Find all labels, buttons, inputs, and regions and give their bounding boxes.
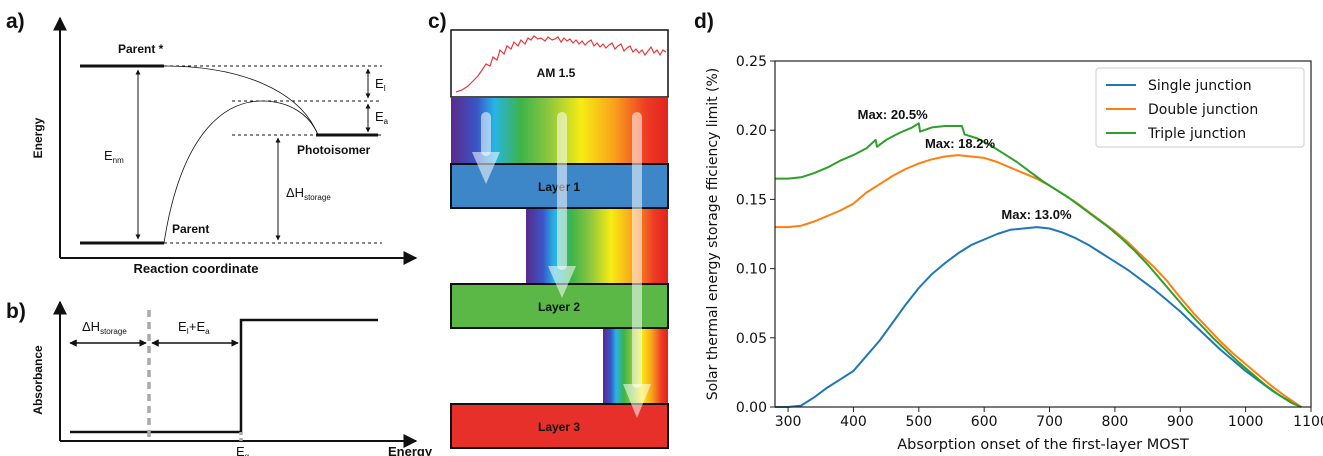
panel-a-letter: a) — [6, 10, 25, 33]
x-tick-label: 500 — [905, 414, 932, 430]
parent-label: Parent — [172, 222, 209, 236]
dh-storage-label: ΔHstorage — [286, 185, 331, 202]
legend-label-1: Single junction — [1148, 78, 1252, 94]
y-tick-label: 0.10 — [736, 262, 767, 278]
am15-spectrum-box — [450, 29, 669, 98]
x-tick-label: 1000 — [1228, 414, 1264, 430]
light-arrows — [472, 112, 651, 418]
am15-label: AM 1.5 — [537, 66, 576, 80]
series-line-3 — [775, 122, 1302, 408]
legend-label-2: Double junction — [1148, 102, 1258, 118]
absorbance-step — [70, 318, 378, 434]
x-tick-label: 700 — [1036, 414, 1063, 430]
series-line-2 — [775, 154, 1302, 408]
panel-d-letter: d) — [694, 10, 714, 33]
max-annotation: Max: 13.0% — [1001, 207, 1072, 222]
y-tick-label: 0.00 — [736, 400, 767, 416]
e-i-label: EI — [375, 76, 386, 93]
panel-b-x-label: Energy — [388, 444, 433, 456]
layer-2-label: Layer 2 — [538, 300, 580, 314]
x-tick-label: 900 — [1167, 414, 1194, 430]
max-annotation: Max: 20.5% — [858, 107, 929, 122]
light-arrow-1-shaft — [481, 112, 491, 156]
x-axis-label: Absorption onset of the first-layer MOST — [897, 437, 1189, 453]
ground-curve — [163, 100, 319, 244]
x-tick-label: 600 — [971, 414, 998, 430]
photoisomer-label: Photoisomer — [297, 143, 371, 157]
excited-curve — [163, 65, 319, 136]
b-eiea-label: EI+Ea — [178, 319, 210, 336]
am15-spectrum-line — [455, 35, 667, 93]
spectrum-mid-band — [526, 208, 668, 284]
panel-a-x-label: Reaction coordinate — [134, 261, 259, 276]
panel-b-y-label: Absorbance — [31, 345, 45, 415]
panel-c-letter: c) — [428, 10, 447, 33]
legend-box — [1095, 67, 1305, 148]
x-tick-label: 400 — [840, 414, 867, 430]
layer-3-label: Layer 3 — [538, 420, 580, 434]
legend-label-3: Triple junction — [1147, 126, 1246, 142]
light-arrow-3-head — [623, 384, 651, 418]
panel-a: a) Energy Reaction coordinate Parent * P… — [6, 10, 418, 276]
b-dh-label: ΔHstorage — [82, 319, 127, 336]
e-a-label: Ea — [375, 109, 389, 126]
light-arrow-1-head — [472, 152, 500, 184]
light-arrow-2-shaft — [557, 112, 567, 270]
b-eg-label: Eg — [236, 444, 249, 456]
panel-b: b) Absorbance Energy ΔHstorage EI+Ea Eg — [6, 300, 433, 456]
plot-frame — [774, 60, 1312, 408]
max-annotation: Max: 18.2% — [925, 136, 996, 151]
panel-b-letter: b) — [6, 300, 26, 323]
parent-star-label: Parent * — [118, 42, 164, 56]
y-axis-label: Solar thermal energy storage fficiency l… — [705, 68, 721, 401]
y-tick-label: 0.20 — [736, 123, 767, 139]
panel-a-y-label: Energy — [31, 117, 45, 158]
x-tick-label: 300 — [775, 414, 802, 430]
light-arrow-3-shaft — [632, 112, 642, 388]
layer-3-box — [450, 403, 669, 449]
panel-c: c) AM 1.5 Layer 1 Layer 2 Layer 3 — [428, 10, 669, 449]
y-tick-label: 0.25 — [736, 54, 767, 70]
e-nm-label: Enm — [104, 148, 124, 165]
y-tick-label: 0.15 — [736, 192, 767, 208]
light-arrow-2-head — [548, 266, 576, 298]
y-tick-label: 0.05 — [736, 331, 767, 347]
x-tick-label: 800 — [1102, 414, 1129, 430]
series-line-1 — [775, 226, 1302, 408]
